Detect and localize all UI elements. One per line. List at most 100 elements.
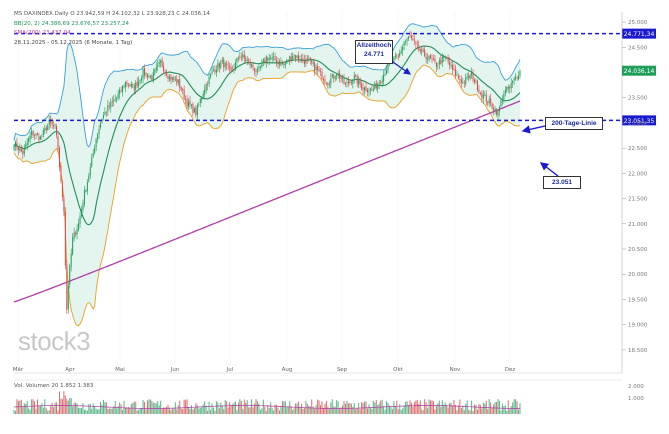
bb-middle-line [13, 45, 521, 226]
volume-bar [298, 401, 300, 414]
volume-bar [223, 409, 225, 414]
volume-bar [189, 409, 191, 414]
candle-body [274, 56, 276, 61]
volume-bar [292, 409, 294, 414]
volume-bar [293, 408, 295, 414]
sma200-annotation: 200-Tage-Linie [545, 117, 603, 130]
candle-body [152, 72, 154, 81]
candle-body [493, 108, 495, 111]
volume-bar [113, 406, 115, 414]
volume-bar [207, 410, 209, 414]
ath-value: 24.771 [364, 51, 384, 58]
volume-bar [481, 408, 483, 414]
candle-body [136, 81, 138, 86]
y-tick-label: 23.000 [628, 121, 648, 127]
candle-body [515, 76, 517, 79]
candle-body [472, 73, 474, 81]
volume-bar [243, 399, 245, 414]
volume-bar [383, 406, 385, 414]
volume-bar [295, 403, 297, 414]
volume-bar [210, 410, 212, 414]
volume-bar [179, 400, 181, 414]
y-axis: 25.00024.50024.00023.50023.00022.50022.0… [621, 12, 656, 373]
candle-body [243, 54, 245, 59]
candle-body [386, 70, 388, 74]
candle-body [519, 70, 521, 76]
candle-body [507, 87, 509, 89]
volume-bar [430, 400, 432, 414]
candle-body [355, 75, 357, 76]
volume-bar [80, 408, 82, 414]
candle-body [498, 107, 500, 112]
volume-bar [214, 410, 216, 414]
candle-body [22, 150, 24, 155]
volume-bar [356, 408, 358, 414]
y-tick-label: 23.500 [628, 96, 648, 102]
ath-label: Allzeithoch [356, 42, 392, 49]
candle-body [293, 55, 295, 57]
candle-body [186, 98, 188, 107]
candle-body [372, 88, 374, 91]
volume-bar [434, 409, 436, 414]
candle-body [249, 61, 251, 66]
candle-body [430, 55, 432, 59]
candle-body [268, 58, 270, 61]
volume-bar [342, 405, 344, 414]
volume-bar [306, 403, 308, 414]
candle-body [340, 78, 342, 80]
candle-body [98, 128, 100, 135]
ath-annotation: Allzeithoch 24.771 [355, 40, 393, 64]
volume-bar [255, 399, 257, 414]
candle-body [365, 86, 367, 91]
volume-bar [108, 408, 110, 414]
candle-body [409, 35, 411, 37]
candle-body [138, 80, 140, 87]
candle-body [424, 49, 426, 56]
volume-bar [202, 404, 204, 414]
candle-body [193, 108, 195, 113]
candle-body [283, 64, 285, 66]
volume-bar [484, 403, 486, 414]
volume-bar [217, 402, 219, 414]
candle-body [220, 62, 222, 68]
candle-body [453, 68, 455, 70]
volume-bar [85, 409, 87, 414]
volume-bar [161, 409, 163, 414]
volume-bar [75, 402, 77, 414]
candle-body [123, 86, 125, 88]
candle-body [510, 83, 512, 89]
volume-bar [482, 402, 484, 414]
candle-body [237, 57, 239, 59]
candle-body [14, 141, 16, 147]
volume-bar [82, 403, 84, 414]
candle-body [513, 78, 515, 81]
y-tick-label: 19.500 [628, 297, 648, 303]
volume-bar [72, 406, 74, 414]
candle-body [28, 138, 30, 142]
volume-bar [287, 407, 289, 414]
volume-bar [256, 401, 258, 414]
candle-body [25, 144, 27, 148]
candle-body [240, 56, 242, 58]
volume-bar [248, 407, 250, 414]
candle-body [381, 80, 383, 83]
volume-bar [327, 406, 329, 414]
volume-bar [353, 403, 355, 414]
candle-body [462, 81, 464, 83]
candle-body [418, 45, 420, 51]
volume-bar [371, 408, 373, 414]
candle-body [89, 167, 91, 176]
volume-bar [48, 410, 50, 414]
candle-body [188, 101, 190, 107]
volume-bar [410, 402, 412, 414]
candle-body [339, 73, 341, 79]
volume-bar [487, 409, 489, 414]
volume-bar [41, 403, 43, 414]
volume-bar [22, 407, 24, 414]
annotation-arrows [389, 59, 559, 177]
candle-body [419, 49, 421, 52]
candle-body [221, 59, 223, 63]
volume-bar [170, 410, 172, 414]
volume-bar [271, 407, 273, 414]
volume-bar [447, 407, 449, 414]
